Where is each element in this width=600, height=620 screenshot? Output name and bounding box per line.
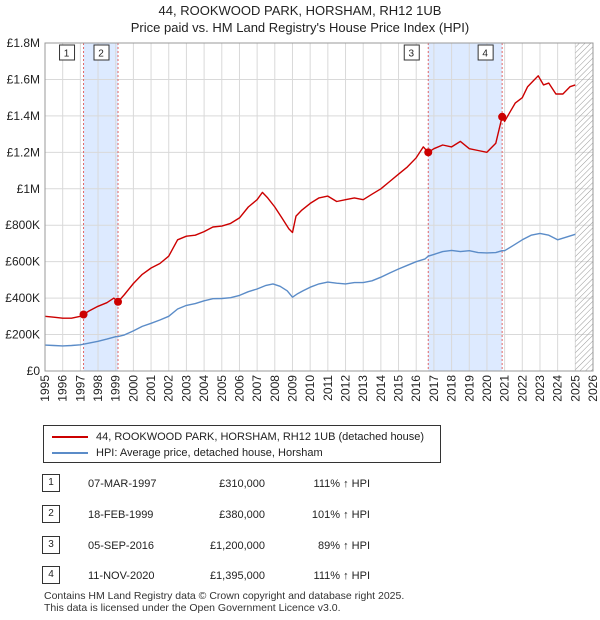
y-tick-label: £1M [17,182,40,196]
x-tick-label: 2015 [392,375,406,402]
x-tick-label: 2005 [215,375,229,402]
x-tick-label: 2020 [480,375,494,402]
sale-label: 1 [64,49,70,60]
sale-point [114,297,123,306]
transaction-date: 11-NOV-2020 [88,570,155,582]
sale-label: 4 [482,49,488,60]
y-tick-label: £1.8M [7,36,40,50]
x-tick-label: 2013 [356,375,370,402]
x-tick-label: 2014 [374,375,388,402]
table-row: 2 18-FEB-1999 £380,000 101% ↑ HPI [0,505,600,523]
x-tick-label: 2009 [285,375,299,402]
legend-swatch-property [52,436,88,438]
y-tick-label: £600K [5,255,40,269]
projection-hatch [575,43,593,371]
transaction-badge: 4 [42,566,60,584]
table-row: 1 07-MAR-1997 £310,000 111% ↑ HPI [0,474,600,492]
transaction-price: £1,200,000 [209,540,265,552]
chart-title-line2: Price paid vs. HM Land Registry's House … [130,20,470,35]
shaded-period [83,43,119,371]
x-tick-label: 1997 [73,375,87,402]
sale-point [424,148,433,157]
x-tick-label: 1996 [56,375,70,402]
transaction-date: 05-SEP-2016 [88,540,155,552]
x-tick-label: 2000 [126,375,140,402]
x-tick-label: 2026 [586,375,600,402]
x-tick-label: 2023 [533,375,547,402]
transaction-hpi: 111% ↑ HPI [313,478,370,490]
transaction-badge: 3 [42,536,60,554]
y-tick-label: £1.4M [7,109,40,123]
x-tick-label: 2018 [445,375,459,402]
y-tick-label: £400K [5,291,40,305]
price-chart: 1 2 3 4 £0 £200K £400K £600K £800K £1M £1.2M £1.4M… [5,36,600,402]
y-tick-label: £1.2M [7,145,40,159]
shaded-period [428,43,503,371]
x-tick-label: 2024 [551,375,565,402]
sale-label-box [403,44,420,61]
property-price-line [44,75,576,319]
chart-legend: 44, ROOKWOOD PARK, HORSHAM, RH12 1UB (de… [43,425,441,463]
x-tick-label: 2012 [339,375,353,402]
chart-title-line1: 44, ROOKWOOD PARK, HORSHAM, RH12 1UB [158,3,442,18]
x-tick-label: 2011 [321,375,335,401]
x-tick-label: 2006 [232,375,246,402]
x-tick-label: 1999 [109,375,123,402]
x-tick-label: 2017 [427,375,441,402]
sale-label: 2 [98,49,104,60]
legend-label-property: 44, ROOKWOOD PARK, HORSHAM, RH12 1UB (de… [96,431,425,443]
x-tick-label: 2002 [162,375,176,402]
plot-frame [44,42,594,372]
x-tick-label: 2004 [197,375,211,402]
x-tick-label: 2001 [144,375,158,402]
sale-point [498,112,507,121]
transaction-badge: 1 [42,474,60,492]
x-tick-label: 2025 [568,375,582,402]
x-tick-label: 2010 [303,375,317,402]
x-tick-label: 2019 [462,375,476,402]
chart-title: 44, ROOKWOOD PARK, HORSHAM, RH12 1UB Pri… [0,2,600,36]
transaction-price: £1,395,000 [209,570,265,582]
transaction-price: £380,000 [219,509,265,521]
transaction-hpi: 89% ↑ HPI [318,540,370,552]
y-tick-label: £800K [5,218,40,232]
legend-label-hpi: HPI: Average price, detached house, Hors… [96,447,323,459]
sale-label-box [59,44,76,61]
transaction-date: 18-FEB-1999 [88,509,154,521]
footer-license: This data is licensed under the Open Gov… [44,602,341,614]
table-row: 3 05-SEP-2016 £1,200,000 89% ↑ HPI [0,536,600,554]
footer-copyright: Contains HM Land Registry data © Crown c… [44,590,405,602]
transaction-hpi: 111% ↑ HPI [313,570,370,582]
transaction-price: £310,000 [219,478,265,490]
transaction-badge: 2 [42,505,60,523]
x-tick-label: 2022 [515,375,529,402]
x-tick-label: 2008 [268,375,282,402]
hpi-line [44,232,576,347]
table-row: 4 11-NOV-2020 £1,395,000 111% ↑ HPI [0,566,600,584]
transaction-date: 07-MAR-1997 [88,478,157,490]
sale-label-box [477,44,494,61]
footer: Contains HM Land Registry data © Crown c… [44,590,404,614]
transaction-hpi: 101% ↑ HPI [311,509,370,521]
x-tick-label: 1998 [91,375,105,402]
x-tick-label: 2016 [409,375,423,402]
sale-point [79,310,88,319]
sale-label-box [93,44,110,61]
y-tick-label: £200K [5,328,40,342]
y-tick-label: £0 [27,364,41,378]
x-tick-label: 2003 [179,375,193,402]
legend-swatch-hpi [52,452,88,454]
x-tick-label: 2007 [250,375,264,402]
y-tick-label: £1.6M [7,72,40,86]
x-tick-label: 2021 [498,375,512,402]
sale-label: 3 [408,49,414,60]
x-tick-label: 1995 [38,375,52,402]
